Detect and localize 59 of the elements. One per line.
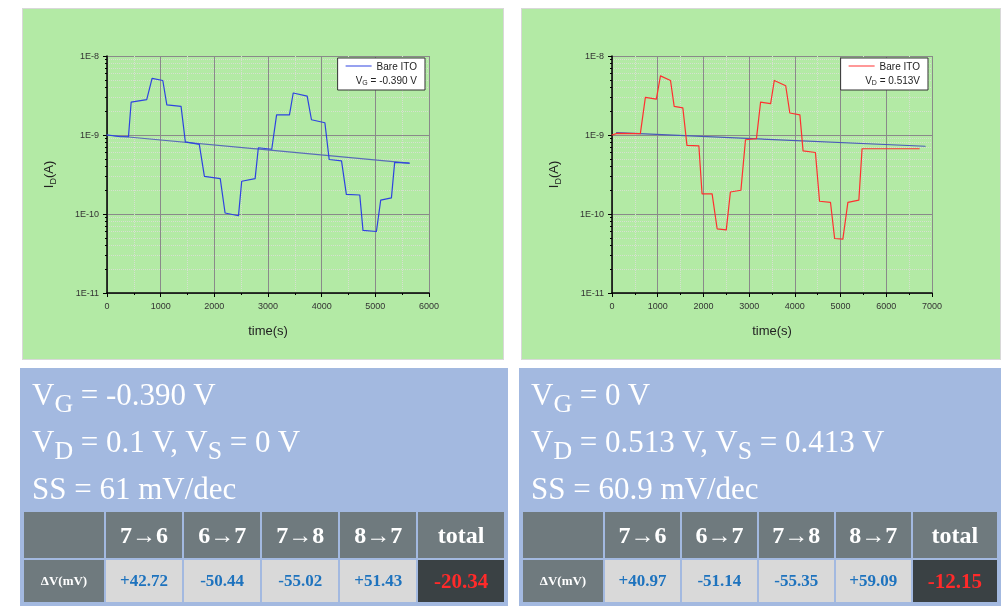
- x-tick-label: 4000: [784, 300, 805, 311]
- category-label: 7→8: [262, 512, 339, 558]
- category-label: total: [418, 512, 504, 558]
- y-tick-label: 1E-10: [74, 209, 99, 219]
- y-tick-label: 1E-9: [584, 130, 604, 140]
- x-axis-title: time(s): [248, 322, 288, 338]
- x-tick-label: 3000: [739, 300, 760, 311]
- category-label: total: [912, 512, 997, 558]
- line-series: [106, 77, 410, 233]
- text: V$_{G}$ = 0 V: [531, 376, 652, 421]
- y-tick-label: 1E-10: [579, 209, 604, 219]
- text: -51.14: [697, 571, 742, 590]
- category-label: 8→7: [835, 512, 911, 558]
- text: ΔV(mV): [523, 560, 603, 602]
- category-label: 7→8: [758, 512, 834, 558]
- text: -50.44: [200, 571, 245, 590]
- text: -12.15: [927, 568, 982, 593]
- x-tick-label: 0: [609, 300, 615, 311]
- x-tick-label: 2000: [693, 300, 714, 311]
- text: +40.97: [618, 571, 667, 590]
- text: SS = 61 mV/dec: [32, 470, 238, 509]
- text: -55.02: [278, 571, 323, 590]
- text: +59.09: [849, 571, 898, 590]
- category-label: 6→7: [681, 512, 757, 558]
- category-label: 7→6: [605, 512, 680, 558]
- y-tick-label: 1E-11: [580, 288, 604, 298]
- text: +51.43: [354, 571, 403, 590]
- y-tick-label: 1E-11: [75, 288, 99, 298]
- x-tick-label: 2000: [204, 300, 225, 311]
- text: -20.34: [434, 568, 489, 593]
- x-tick-label: 5000: [365, 300, 386, 311]
- x-tick-label: 3000: [257, 300, 279, 311]
- y-axis-title: ID(A): [545, 160, 563, 189]
- y-tick-label: 1E-8: [79, 51, 99, 61]
- x-tick-label: 5000: [830, 300, 851, 311]
- line-series: [611, 75, 920, 240]
- x-tick-label: 0: [104, 300, 110, 311]
- text: V$_{G}$ = -0.390 V: [32, 376, 217, 421]
- x-axis-title: time(s): [752, 322, 792, 338]
- text: SS = 60.9 mV/dec: [531, 470, 760, 509]
- x-tick-label: 7000: [921, 300, 943, 311]
- category-label: 8→7: [340, 512, 417, 558]
- x-tick-label: 1000: [647, 300, 668, 311]
- x-tick-label: 1000: [150, 300, 171, 311]
- y-tick-label: 1E-8: [584, 51, 604, 61]
- x-tick-label: 4000: [311, 300, 332, 311]
- x-tick-label: 6000: [418, 300, 440, 311]
- category-label: 7→6: [106, 512, 183, 558]
- legend-label: Bare ITO: [879, 60, 921, 72]
- text: V$_{D}$ = 0.1 V, V$_{S}$ = 0 V: [32, 423, 302, 468]
- text: ΔV(mV): [24, 560, 104, 602]
- y-tick-label: 1E-9: [79, 130, 99, 140]
- category-label: 6→7: [184, 512, 261, 558]
- y-axis-title: ID(A): [40, 160, 58, 189]
- text: V$_{D}$ = 0.513 V, V$_{S}$ = 0.413 V: [531, 423, 886, 468]
- text: -55.35: [774, 571, 819, 590]
- text: +42.72: [120, 571, 169, 590]
- legend-label: Bare ITO: [376, 60, 418, 72]
- x-tick-label: 6000: [876, 300, 897, 311]
